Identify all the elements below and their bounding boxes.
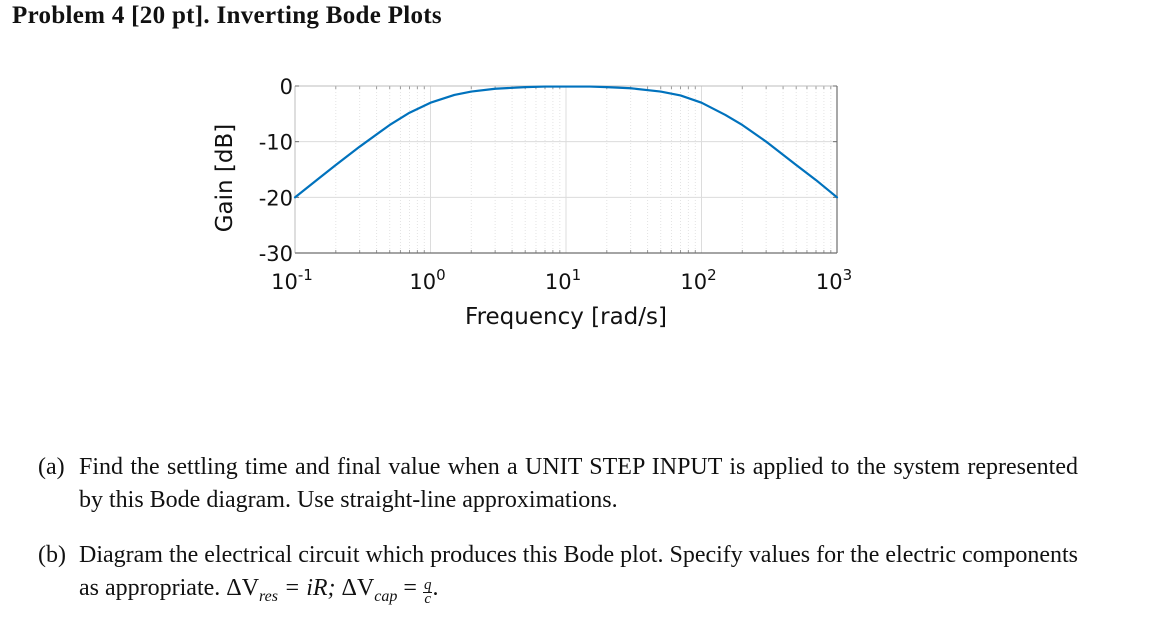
delta-v-symbol: ΔV bbox=[226, 575, 260, 601]
subscript-cap: cap bbox=[374, 588, 398, 605]
subscript-res: res bbox=[259, 588, 279, 605]
y-tick-label: 0 bbox=[280, 75, 293, 99]
question-a: (a) Find the settling time and final val… bbox=[38, 451, 1078, 517]
period: . bbox=[432, 575, 439, 601]
question-a-text: Find the settling time and final value w… bbox=[79, 454, 1078, 513]
y-axis-title: Gain [dB] bbox=[212, 124, 238, 233]
y-tick-label: -10 bbox=[259, 131, 293, 155]
x-tick-label: 101 bbox=[545, 266, 581, 294]
fraction-numerator: q bbox=[422, 577, 433, 593]
question-b-body: Diagram the electrical circuit which pro… bbox=[79, 539, 1078, 613]
question-b-text: Diagram the electrical circuit which pro… bbox=[79, 542, 1078, 601]
formula-eq-ir: = iR; bbox=[278, 575, 342, 601]
x-tick-label: 102 bbox=[680, 266, 716, 294]
x-axis-title: Frequency [rad/s] bbox=[465, 304, 667, 330]
y-tick-label: -30 bbox=[259, 242, 293, 266]
question-b: (b) Diagram the electrical circuit which… bbox=[38, 539, 1078, 613]
gain-curve bbox=[293, 85, 839, 199]
y-tick-label: -20 bbox=[259, 186, 293, 210]
question-a-label: (a) bbox=[38, 454, 65, 480]
x-tick-label: 100 bbox=[409, 266, 445, 294]
question-b-label: (b) bbox=[38, 542, 66, 568]
x-tick-label: 103 bbox=[816, 266, 852, 294]
bode-plot-figure: 0 -10 -20 -30 10-1 100 101 102 103 Frequency [rad… bbox=[212, 75, 852, 330]
problem-title: Problem 4 [20 pt]. Inverting Bode Plots bbox=[12, 2, 442, 29]
x-tick-label: 10-1 bbox=[271, 266, 313, 294]
delta-v-symbol: ΔV bbox=[341, 575, 375, 601]
equals-sign: = bbox=[397, 575, 423, 601]
fraction-denominator: c bbox=[424, 591, 432, 607]
